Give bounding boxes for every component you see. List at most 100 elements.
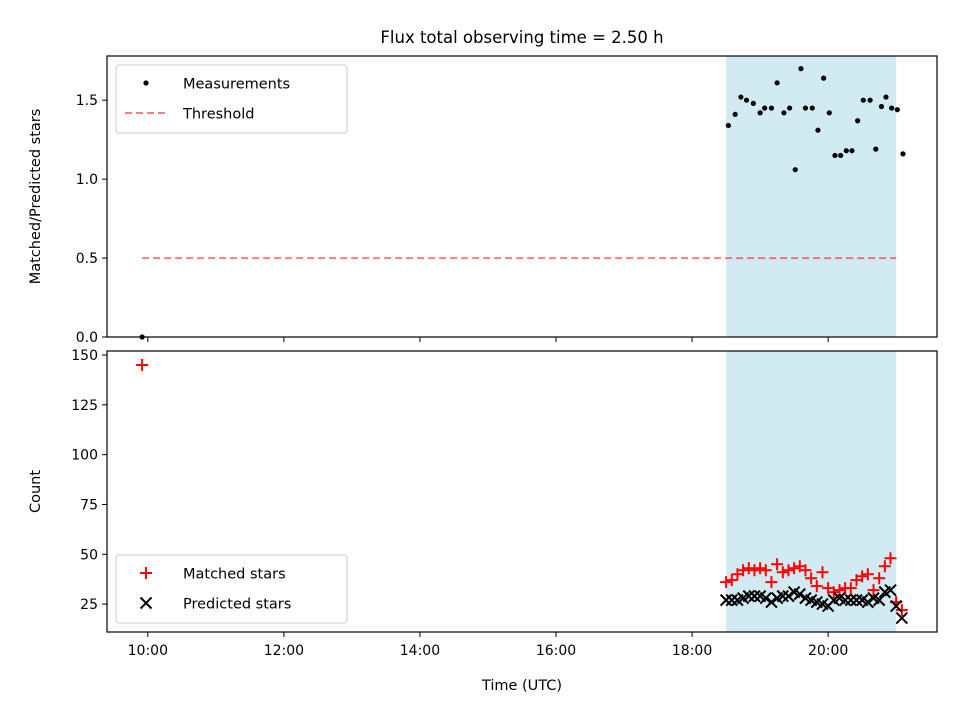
predicted-stars-point xyxy=(759,591,772,605)
matched-stars-point xyxy=(884,552,897,565)
matched-stars-series xyxy=(136,358,908,617)
matched-stars-point xyxy=(782,564,795,577)
predicted-stars-point xyxy=(850,593,863,607)
measurements-point xyxy=(860,97,866,103)
predicted-stars-series xyxy=(719,583,909,625)
measurements-point xyxy=(894,107,900,113)
matched-stars-point xyxy=(878,560,891,573)
predicted-stars-point xyxy=(725,593,738,607)
measurements-point xyxy=(883,94,889,100)
matched-stars-point xyxy=(742,562,755,575)
x-tick-label: 16:00 xyxy=(536,643,576,659)
predicted-stars-point xyxy=(844,593,858,607)
measurements-point xyxy=(725,122,731,129)
measurements-point xyxy=(826,110,832,116)
x-axis-label: Time (UTC) xyxy=(481,678,562,694)
matched-stars-point xyxy=(788,562,801,575)
legend-predicted-stars-point xyxy=(139,596,153,610)
predicted-stars-point xyxy=(793,587,807,601)
measurements-point xyxy=(809,105,815,111)
measurements-point xyxy=(750,100,756,106)
measurements-point xyxy=(843,148,849,154)
x-tick-label: 14:00 xyxy=(400,643,440,659)
matched-stars-point xyxy=(861,568,874,581)
measurements-point xyxy=(768,105,775,111)
measurements-point xyxy=(855,118,861,124)
predicted-stars-point xyxy=(895,611,909,625)
y-tick-label: 100 xyxy=(71,448,98,464)
matched-stars-point xyxy=(776,566,789,579)
matched-stars-point xyxy=(895,604,908,617)
measurements-point xyxy=(838,152,844,159)
predicted-stars-point xyxy=(782,589,795,603)
matched-stars-point xyxy=(805,572,818,585)
y-tick-label: 125 xyxy=(71,398,98,414)
measurements-point xyxy=(774,80,780,86)
measurements-point xyxy=(873,146,879,152)
legend: Measurements Threshold xyxy=(115,64,348,134)
measurements-point xyxy=(878,103,885,110)
x-tick-label: 12:00 xyxy=(264,643,304,659)
y-tick-label: 75 xyxy=(80,497,98,513)
measurements-point xyxy=(867,97,873,103)
y-axis-label: Matched/Predicted stars xyxy=(28,109,44,285)
legend-label: Predicted stars xyxy=(183,597,291,613)
measurements-point xyxy=(821,75,827,81)
y-axis-label: Count xyxy=(28,470,44,513)
predicted-stars-point xyxy=(861,595,875,609)
legend-label: Measurements xyxy=(183,77,290,93)
matched-stars-point xyxy=(844,582,857,595)
matched-stars-point xyxy=(873,572,886,585)
axes-frame xyxy=(106,55,938,338)
measurements-point xyxy=(781,110,787,116)
legend-label: Threshold xyxy=(182,107,254,123)
matched-stars-point xyxy=(737,564,750,577)
measurements-point xyxy=(786,105,793,111)
measurements-point xyxy=(802,105,809,111)
predicted-stars-point xyxy=(838,593,852,607)
matched-stars-point xyxy=(833,584,846,597)
matched-stars-point xyxy=(748,564,761,577)
measurements-point xyxy=(762,105,768,111)
y-tick-label: 1.5 xyxy=(76,93,98,109)
measurements-point xyxy=(889,105,895,111)
top-panel: 0.0 0.5 1.0 1.5 Matched/Predicted stars Measu… xyxy=(28,55,938,346)
measurements-point xyxy=(798,66,804,72)
matched-stars-point xyxy=(136,358,149,371)
measurements-point xyxy=(815,127,821,133)
measurements-series xyxy=(139,66,906,340)
y-tick-label: 0.5 xyxy=(76,251,98,267)
measurements-point xyxy=(738,94,744,100)
matched-stars-point xyxy=(765,576,778,589)
legend: Matched stars Predicted stars xyxy=(115,554,348,624)
predicted-stars-point xyxy=(889,599,903,613)
predicted-stars-point xyxy=(765,595,778,609)
matched-stars-point xyxy=(827,586,840,599)
predicted-stars-point xyxy=(776,589,789,603)
measurements-point xyxy=(732,111,738,118)
measurements-point xyxy=(757,110,763,116)
predicted-stars-point xyxy=(719,593,733,607)
legend-label: Matched stars xyxy=(183,567,286,583)
y-tick-label: 25 xyxy=(80,597,98,613)
measurements-point xyxy=(743,97,750,103)
matched-stars-point xyxy=(867,584,880,597)
legend-matched-stars-point xyxy=(140,567,152,579)
x-tick-label: 18:00 xyxy=(672,643,712,659)
matched-stars-point xyxy=(816,566,829,579)
x-tick-label: 20:00 xyxy=(808,643,848,659)
measurements-point xyxy=(849,148,855,154)
matched-stars-point xyxy=(810,580,823,593)
predicted-stars-point xyxy=(742,589,755,603)
predicted-stars-point xyxy=(748,589,761,603)
y-tick-label: 1.0 xyxy=(76,172,98,188)
measurements-point xyxy=(792,167,798,173)
matched-stars-point xyxy=(759,564,772,577)
y-tick-label: 50 xyxy=(80,547,98,563)
matched-stars-point xyxy=(754,562,767,575)
matched-stars-point xyxy=(725,574,738,587)
matched-stars-point xyxy=(771,558,784,571)
predicted-stars-point xyxy=(872,593,886,607)
figure-title: Flux total observing time = 2.50 h xyxy=(380,28,663,47)
